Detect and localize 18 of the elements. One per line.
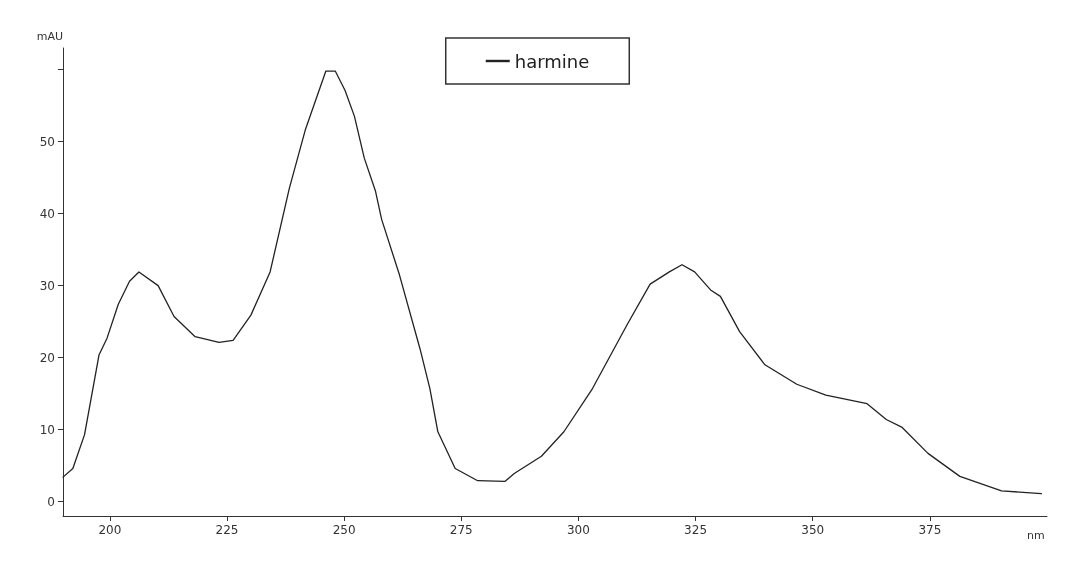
y-tick-label: 20: [39, 350, 55, 365]
x-axis-title: nm: [1027, 529, 1045, 542]
x-tick-label: 250: [332, 523, 356, 537]
legend-label: harmine: [514, 50, 590, 72]
x-tick-label: 200: [98, 523, 122, 537]
x-tick-label: 275: [449, 523, 473, 537]
x-tick-label: 300: [566, 523, 590, 537]
y-tick-label: 30: [39, 278, 55, 293]
y-tick-label: 10: [39, 422, 55, 437]
y-tick-label: 40: [39, 206, 55, 221]
line-series: [62, 70, 1043, 495]
y-tick-label: 0: [47, 494, 55, 509]
x-tick-label: 325: [684, 523, 708, 537]
y-tick-label: 50: [39, 134, 55, 149]
x-tick-label: 225: [215, 523, 239, 537]
x-tick-label: 375: [918, 523, 942, 537]
x-tick-label: 350: [801, 523, 825, 537]
y-axis-title: mAU: [36, 30, 63, 43]
